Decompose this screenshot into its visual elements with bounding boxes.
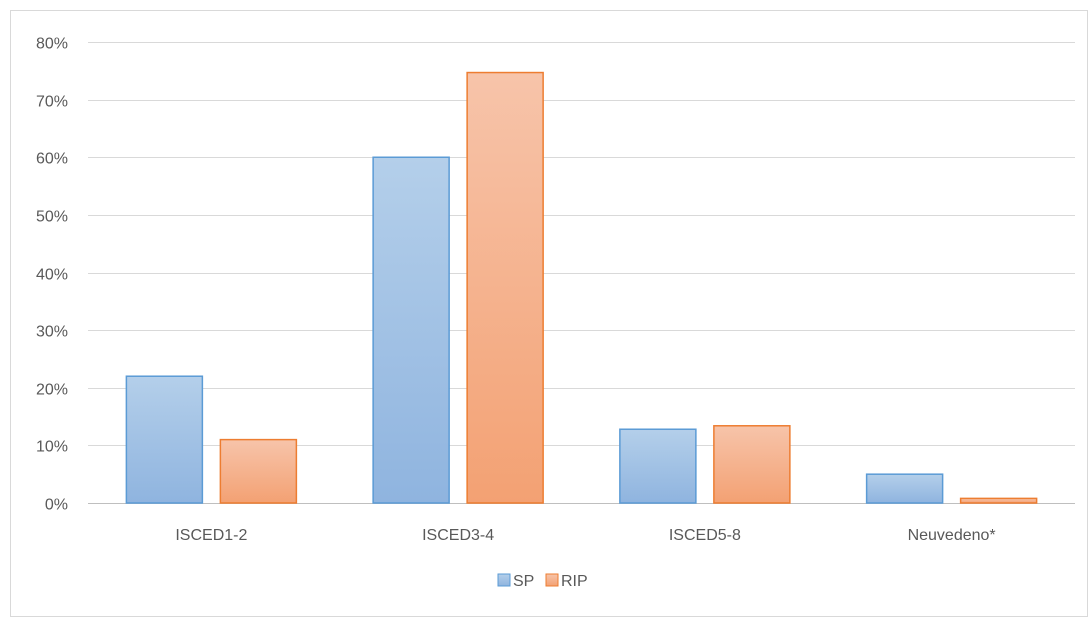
legend-swatch-rip (545, 573, 559, 587)
y-tick-label: 40% (36, 267, 68, 284)
y-tick-label: 30% (36, 324, 68, 341)
y-tick-label: 20% (36, 382, 68, 399)
bars (125, 71, 1038, 504)
y-tick-label: 80% (36, 36, 68, 53)
x-tick-label: ISCED3-4 (422, 527, 494, 544)
x-tick-label: ISCED5-8 (669, 527, 741, 544)
y-tick-label: 60% (36, 151, 68, 168)
legend-swatch-sp (497, 573, 511, 587)
legend-label-rip: RIP (561, 573, 588, 590)
bar-sp-neuvedeno- (865, 473, 944, 504)
y-tick-label: 50% (36, 209, 68, 226)
bar-rip-isced3-4 (466, 71, 544, 504)
bar-sp-isced5-8 (619, 428, 697, 504)
legend-label-sp: SP (513, 573, 534, 590)
bar-sp-isced3-4 (372, 156, 450, 504)
x-axis: ISCED1-2 ISCED3-4 ISCED5-8 Neuvedeno* (175, 527, 995, 544)
y-tick-label: 10% (36, 439, 68, 456)
legend: SP RIP (497, 573, 588, 590)
y-tick-label: 0% (45, 497, 68, 514)
x-tick-label: ISCED1-2 (175, 527, 247, 544)
x-tick-label: Neuvedeno* (908, 527, 996, 544)
bar-rip-isced1-2 (219, 438, 298, 504)
chart-area (10, 10, 1088, 617)
bar-rip-isced5-8 (713, 425, 791, 504)
y-tick-label: 70% (36, 94, 68, 111)
bar-sp-isced1-2 (125, 375, 204, 504)
bar-rip-neuvedeno- (959, 497, 1038, 504)
y-axis: 0% 10% 20% 30% 40% 50% 60% 70% 80% (36, 36, 68, 514)
gridlines (88, 42, 1075, 504)
